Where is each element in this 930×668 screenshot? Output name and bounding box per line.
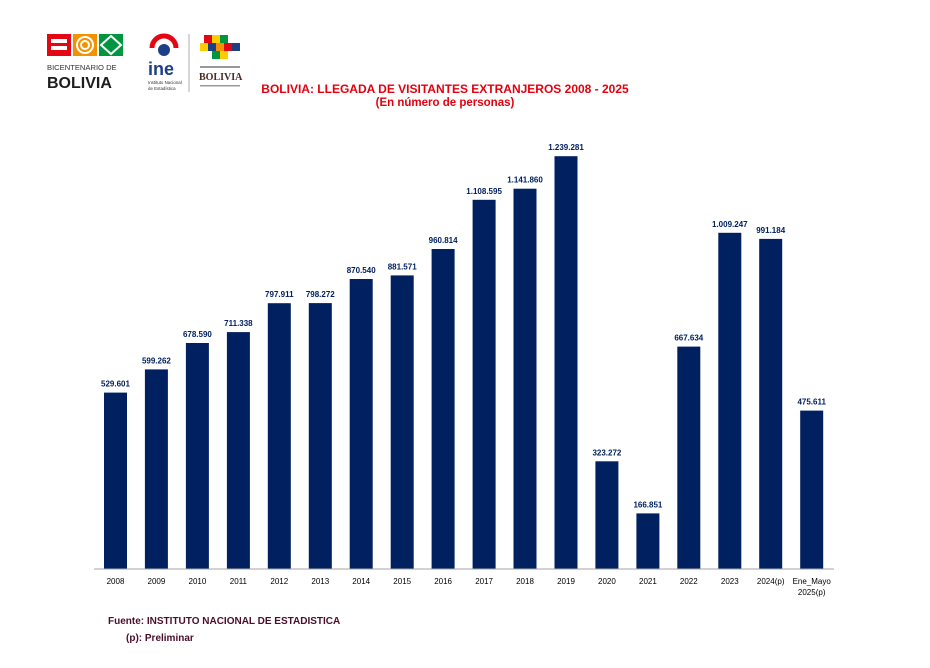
category-label-1: 2009 [148, 577, 166, 586]
category-label-14: 2022 [680, 577, 698, 586]
value-label-7: 881.571 [388, 262, 417, 271]
value-label-1: 599.262 [142, 356, 171, 365]
bar-10 [513, 188, 537, 569]
bar-2 [185, 343, 209, 569]
bar-7 [390, 275, 414, 569]
bicentenario-line2: BOLIVIA [47, 75, 112, 92]
bar-9 [472, 199, 496, 570]
value-label-10: 1.141.860 [507, 176, 543, 185]
value-label-3: 711.338 [224, 319, 253, 328]
bar-1 [144, 369, 168, 569]
bar-15 [718, 232, 742, 570]
category-label-7: 2015 [393, 577, 411, 586]
category-label-5: 2013 [311, 577, 329, 586]
ministerio-logo: BOLIVIA [199, 35, 243, 87]
bar-17 [800, 410, 824, 569]
value-label-17: 475.611 [797, 398, 826, 407]
value-label-2: 678.590 [183, 330, 212, 339]
category-label-15: 2023 [721, 577, 739, 586]
value-label-12: 323.272 [592, 448, 621, 457]
value-label-6: 870.540 [347, 266, 376, 275]
preliminary-note: (p): Preliminar [126, 633, 194, 644]
bar-4 [267, 303, 291, 569]
bar-16 [759, 238, 783, 569]
value-label-14: 667.634 [674, 334, 703, 343]
category-label-6: 2014 [352, 577, 370, 586]
category-label-3: 2011 [230, 577, 248, 586]
category-label-17: Ene_Mayo 2025(p) [793, 577, 832, 597]
bar-0 [104, 392, 127, 569]
bar-6 [349, 279, 373, 569]
ine-logo: ine Instituto Nacional de Estadística [148, 33, 190, 92]
bars [104, 156, 824, 570]
bar-13 [636, 513, 660, 569]
category-label-10: 2018 [516, 577, 534, 586]
bar-12 [595, 461, 619, 569]
bar-5 [308, 303, 332, 569]
category-labels: 2008 2009 2010 2011 2012 2013 2014 2015 2016 2017… [107, 577, 832, 597]
bar-11 [554, 156, 578, 569]
category-label-16: 2024(p) [757, 577, 785, 586]
bar-8 [431, 249, 455, 569]
chart-title: BOLIVIA: LLEGADA DE VISITANTES EXTRANJER… [261, 82, 629, 96]
value-label-15: 1.009.247 [712, 220, 748, 229]
ine-sub2: de Estadística [148, 86, 176, 91]
category-label-2: 2010 [189, 577, 207, 586]
value-labels: 529.601 599.262 678.590 711.338 797.911 798.2… [101, 143, 826, 509]
source-note: Fuente: INSTITUTO NACIONAL DE ESTADISTIC… [108, 616, 341, 627]
chart-subtitle: (En número de personas) [375, 97, 515, 109]
category-label-4: 2012 [270, 577, 288, 586]
bar-14 [677, 346, 701, 569]
bicentenario-logo: BICENTENARIO DE BOLIVIA [47, 34, 123, 92]
header-logos: BICENTENARIO DE BOLIVIA ine Instituto Na… [47, 33, 243, 92]
value-label-11: 1.239.281 [548, 143, 584, 152]
category-label-12: 2020 [598, 577, 616, 586]
value-label-0: 529.601 [101, 380, 130, 389]
value-label-16: 991.184 [756, 226, 785, 235]
ministerio-wordmark: BOLIVIA [199, 72, 243, 83]
category-label-8: 2016 [434, 577, 452, 586]
category-label-9: 2017 [475, 577, 493, 586]
bar-3 [226, 332, 250, 569]
ine-sub1: Instituto Nacional [148, 80, 182, 85]
category-label-13: 2021 [639, 577, 657, 586]
category-label-0: 2008 [107, 577, 125, 586]
bicentenario-line1: BICENTENARIO DE [47, 63, 117, 72]
value-label-8: 960.814 [429, 236, 458, 245]
value-label-9: 1.108.595 [466, 187, 502, 196]
category-label-11: 2019 [557, 577, 575, 586]
value-label-5: 798.272 [306, 290, 335, 299]
ine-wordmark: ine [148, 59, 174, 79]
value-label-13: 166.851 [633, 500, 662, 509]
value-label-4: 797.911 [265, 290, 294, 299]
